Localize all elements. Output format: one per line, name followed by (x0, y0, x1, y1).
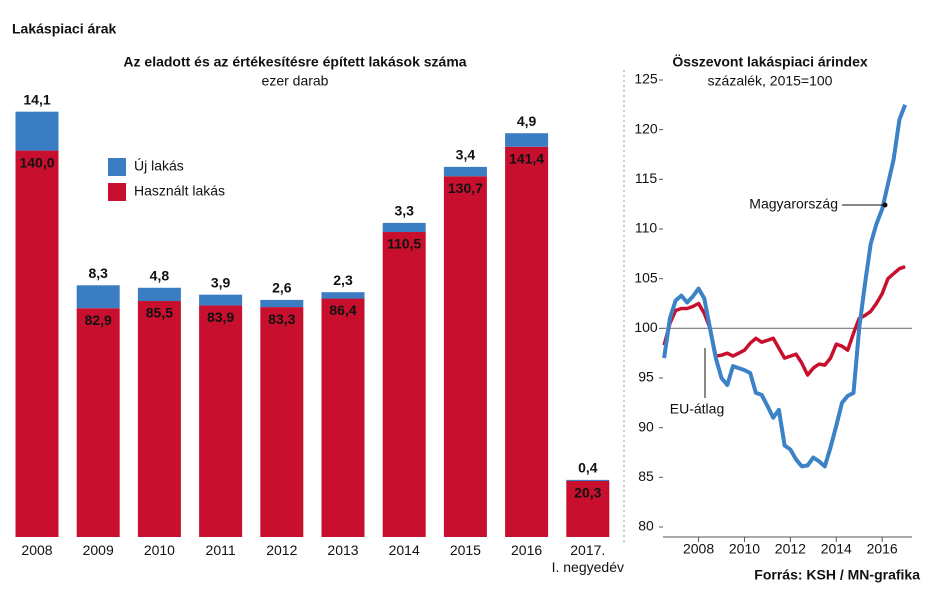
annotation: EU-átlag (670, 401, 724, 417)
y-tick-label: 100 (634, 319, 658, 335)
bar (566, 480, 610, 537)
bar (137, 301, 181, 537)
bar (321, 292, 365, 299)
value-label: 4,9 (517, 113, 537, 129)
bar (443, 176, 487, 537)
line-subtitle: százalék, 2015=100 (708, 73, 833, 89)
bar (76, 285, 120, 309)
bar-subtitle: ezer darab (262, 73, 329, 89)
bar (76, 308, 120, 537)
y-tick-label: 125 (634, 71, 658, 87)
bar (443, 166, 487, 177)
page-title: Lakáspiaci árak (12, 21, 117, 37)
annotation: Magyarország (749, 196, 838, 212)
source: Forrás: KSH / MN-grafika (754, 567, 920, 583)
value-label: 20,3 (574, 485, 601, 501)
value-label: 130,7 (448, 180, 483, 196)
bar (137, 287, 181, 302)
y-tick-label: 115 (635, 170, 658, 186)
bar (199, 305, 243, 537)
value-label: 83,3 (268, 311, 295, 327)
x-tick-label: 2010 (143, 542, 175, 558)
value-label: 82,9 (85, 312, 112, 328)
value-label: 3,4 (456, 147, 476, 163)
value-label: 4,8 (150, 267, 170, 283)
value-label: 8,3 (88, 265, 108, 281)
value-label: 110,5 (387, 236, 421, 252)
x-tick-label: 2008 (683, 541, 714, 557)
x-tick-label: 2010 (729, 541, 760, 557)
y-tick-label: 110 (635, 220, 658, 236)
bar (15, 150, 59, 537)
x-tick-label: 2013 (327, 542, 359, 558)
x-tick-label: 2012 (775, 541, 806, 557)
x-tick-label: 2015 (449, 542, 481, 558)
annotation-dot (882, 202, 888, 208)
x-tick-label: 2009 (82, 542, 114, 558)
line-title: Összevont lakáspiaci árindex (672, 54, 868, 70)
bar (15, 111, 59, 151)
x-tick-label: 2016 (867, 541, 898, 557)
value-label: 2,6 (272, 280, 292, 296)
x-tick-label: 2014 (388, 542, 420, 558)
bar (382, 222, 426, 233)
bar (382, 232, 426, 537)
bar (260, 299, 304, 308)
bar (505, 133, 549, 147)
x-tick-label: 2008 (21, 542, 53, 558)
y-tick-label: 95 (638, 369, 654, 385)
value-label: 3,9 (211, 274, 231, 290)
line (662, 104, 907, 469)
y-tick-label: 120 (634, 120, 658, 136)
value-label: 83,9 (207, 309, 234, 325)
bar (199, 294, 243, 306)
x-tick-label: 2014 (821, 541, 852, 557)
bar (566, 479, 610, 481)
bar-title: Az eladott és az értékesítésre épített l… (123, 54, 466, 70)
bar (321, 298, 365, 537)
line (662, 265, 906, 377)
legend-label: Új lakás (134, 158, 184, 174)
y-tick-label: 80 (638, 518, 654, 534)
value-label: 140,0 (19, 154, 54, 170)
y-tick-label: 85 (638, 468, 654, 484)
legend-swatch (108, 158, 126, 176)
legend-label: Használt lakás (134, 183, 225, 199)
bar (260, 307, 304, 537)
value-label: 85,5 (146, 305, 173, 321)
y-tick-label: 90 (638, 418, 654, 434)
legend-swatch (108, 183, 126, 201)
value-label: 86,4 (329, 302, 356, 318)
x-tick-label: 2017. I. negyedév (551, 542, 624, 575)
x-tick-label: 2011 (205, 542, 236, 558)
x-tick-label: 2012 (266, 542, 298, 558)
value-label: 0,4 (578, 460, 598, 476)
bar (505, 146, 549, 537)
x-tick-label: 2016 (511, 542, 543, 558)
value-label: 3,3 (394, 203, 414, 219)
value-label: 2,3 (333, 272, 353, 288)
value-label: 141,4 (509, 150, 544, 166)
value-label: 14,1 (23, 91, 50, 107)
y-tick-label: 105 (634, 269, 658, 285)
